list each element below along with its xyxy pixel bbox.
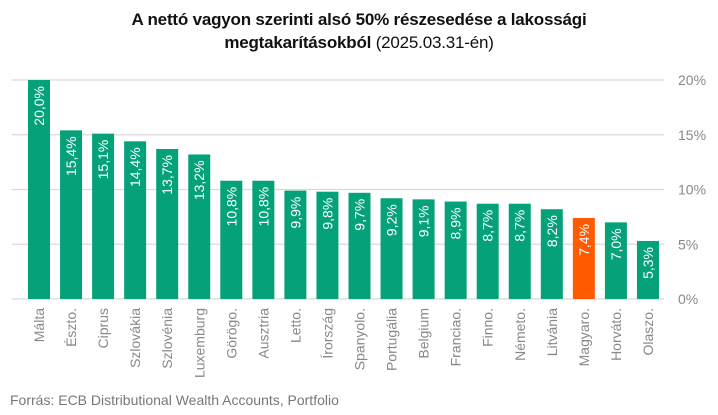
value-label: 7,4% bbox=[576, 224, 592, 256]
bar bbox=[476, 203, 499, 299]
x-tick-label: Németo. bbox=[512, 308, 528, 361]
bar bbox=[636, 240, 659, 299]
y-axis-labels: 0% 5% 10% 15% 20% bbox=[678, 72, 706, 307]
x-tick-label: Horváto. bbox=[608, 308, 624, 361]
bar bbox=[284, 190, 307, 299]
bar bbox=[508, 203, 531, 299]
y-tick-label: 10% bbox=[678, 182, 706, 198]
x-tick-label: Luxemburg bbox=[191, 308, 207, 378]
value-label: 9,9% bbox=[287, 197, 303, 229]
value-label: 9,7% bbox=[352, 199, 368, 231]
x-tick-label: Ausztria bbox=[255, 308, 271, 359]
x-tick-label: Magyaro. bbox=[576, 308, 592, 366]
value-labels: 20,0% 15,4% 15,1% 14,4% 13,7% 13,2% 10,8% 10,8%… bbox=[31, 86, 656, 279]
bar bbox=[604, 222, 627, 299]
bar bbox=[92, 133, 115, 299]
x-tick-label: Írország bbox=[319, 308, 335, 359]
y-tick-label: 0% bbox=[678, 291, 698, 307]
value-label: 8,9% bbox=[448, 208, 464, 240]
value-label: 14,4% bbox=[127, 147, 143, 187]
value-label: 13,2% bbox=[191, 160, 207, 200]
value-label: 7,0% bbox=[608, 228, 624, 260]
x-tick-label: Finno. bbox=[480, 308, 496, 347]
y-tick-label: 5% bbox=[678, 236, 698, 252]
bar bbox=[540, 209, 563, 299]
chart-title: A nettó vagyon szerinti alsó 50% részese… bbox=[0, 8, 718, 54]
x-tick-label: Portugália bbox=[384, 308, 400, 371]
bar bbox=[28, 80, 50, 299]
x-tick-label: Szlovénia bbox=[159, 308, 175, 369]
value-label: 15,4% bbox=[63, 136, 79, 176]
x-tick-label: Málta bbox=[31, 308, 47, 342]
value-label: 8,2% bbox=[544, 215, 560, 247]
bar bbox=[252, 180, 275, 299]
value-label: 15,1% bbox=[95, 140, 111, 180]
title-line2: megtakarításokból bbox=[224, 33, 372, 52]
value-label: 9,8% bbox=[319, 198, 335, 230]
value-label: 20,0% bbox=[31, 86, 47, 126]
value-label: 8,7% bbox=[480, 210, 496, 242]
x-tick-label: Litvánia bbox=[544, 308, 560, 356]
title-line1: A nettó vagyon szerinti alsó 50% részese… bbox=[131, 10, 587, 29]
x-tick-label: Franciao. bbox=[448, 308, 464, 366]
x-tick-label: Letto. bbox=[287, 308, 303, 343]
bar bbox=[348, 192, 371, 299]
bar bbox=[316, 191, 339, 299]
value-label: 9,1% bbox=[416, 205, 432, 237]
x-tick-label: Olaszo. bbox=[640, 308, 656, 355]
x-tick-label: Belgium bbox=[416, 308, 432, 359]
source-note: Forrás: ECB Distributional Wealth Accoun… bbox=[10, 392, 339, 408]
x-tick-label: Spanyolo. bbox=[352, 308, 368, 370]
bar bbox=[380, 198, 403, 299]
bar bbox=[572, 217, 595, 299]
bar-chart: 20,0% 15,4% 15,1% 14,4% 13,7% 13,2% 10,8% 10,8%… bbox=[12, 72, 706, 378]
x-tick-label: Észto. bbox=[63, 308, 79, 347]
x-tick-label: Szlovákia bbox=[127, 308, 143, 368]
x-axis-labels: Málta Észto. Ciprus Szlovákia Szlovénia Luxem… bbox=[31, 308, 656, 378]
bar bbox=[412, 199, 435, 299]
title-date: (2025.03.31-én) bbox=[375, 33, 494, 52]
bar bbox=[444, 201, 467, 299]
value-label: 10,8% bbox=[223, 187, 239, 227]
x-tick-label: Görögo. bbox=[223, 308, 239, 359]
bar bbox=[188, 154, 211, 299]
bar bbox=[156, 148, 179, 299]
x-tick-label: Ciprus bbox=[95, 308, 111, 348]
value-label: 9,2% bbox=[384, 204, 400, 236]
bar bbox=[60, 130, 83, 299]
y-tick-label: 20% bbox=[678, 72, 706, 88]
value-label: 10,8% bbox=[255, 187, 271, 227]
value-label: 8,7% bbox=[512, 210, 528, 242]
bar bbox=[220, 180, 243, 299]
value-label: 5,3% bbox=[640, 247, 656, 279]
bar bbox=[124, 141, 147, 299]
value-label: 13,7% bbox=[159, 155, 175, 195]
bars bbox=[28, 80, 659, 299]
y-tick-label: 15% bbox=[678, 127, 706, 143]
